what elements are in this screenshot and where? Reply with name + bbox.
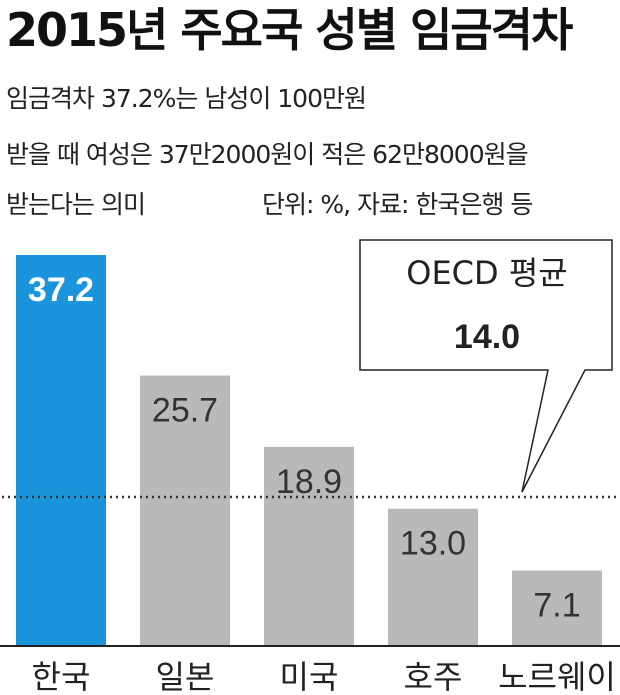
category-label-0: 한국	[32, 658, 91, 695]
category-label-1: 일본	[156, 658, 215, 695]
bar-0	[16, 255, 106, 645]
bar-value-label-2: 18.9	[276, 463, 342, 501]
bar-value-label-4: 7.1	[533, 587, 580, 625]
oecd-callout-box	[359, 239, 613, 493]
description-line-2: 받을 때 여성은 37만2000원이 적은 62만8000원을	[6, 140, 529, 169]
category-labels: 한국 일본 미국 호주 노르웨이	[32, 658, 616, 695]
category-label-4: 노르웨이	[498, 658, 616, 695]
bar-value-label-1: 25.7	[152, 392, 218, 430]
oecd-callout-label: OECD 평균	[406, 254, 567, 292]
bar-4	[512, 570, 602, 645]
oecd-callout-value: 14.0	[454, 318, 520, 356]
category-label-3: 호주	[404, 658, 463, 695]
chart-title: 2015년 주요국 성별 임금격차	[6, 3, 573, 57]
bar-2	[264, 446, 354, 645]
description-line-1: 임금격차 37.2%는 남성이 100만원	[6, 84, 367, 113]
bars-group: 37.2 25.7 18.9 13.0 7.1	[16, 255, 602, 645]
bar-value-label-3: 13.0	[400, 525, 466, 563]
description-line-3: 받는다는 의미	[6, 190, 146, 219]
bar-3	[388, 508, 478, 645]
unit-source-note: 단위: %, 자료: 한국은행 등	[262, 190, 533, 219]
bar-1	[140, 375, 230, 645]
bar-value-label-0: 37.2	[28, 271, 94, 309]
category-label-2: 미국	[280, 658, 339, 695]
